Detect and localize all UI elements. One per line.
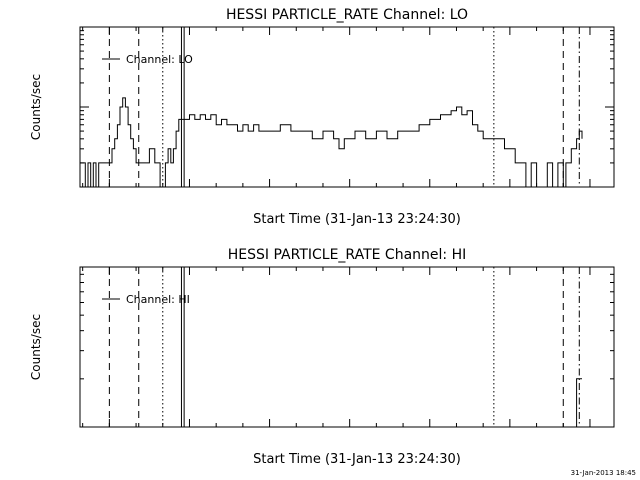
footer-timestamp: 31-Jan-2013 18:45 xyxy=(571,469,636,477)
y-axis-label: Counts/sec xyxy=(29,74,43,140)
chart-title: HESSI PARTICLE_RATE Channel: LO xyxy=(226,7,468,23)
y-axis-label: Counts/sec xyxy=(29,314,43,380)
chart-title: HESSI PARTICLE_RATE Channel: HI xyxy=(228,247,466,263)
panel-lo: HESSI PARTICLE_RATE Channel: LO Start Ti… xyxy=(29,7,615,227)
x-axis-label: Start Time (31-Jan-13 23:24:30) xyxy=(253,212,461,227)
series-line xyxy=(574,378,582,428)
legend-label: Channel: LO xyxy=(126,53,193,66)
plot-frame xyxy=(79,266,615,428)
series-line xyxy=(80,97,583,188)
legend-label: Channel: HI xyxy=(126,293,190,306)
panel-hi: HESSI PARTICLE_RATE Channel: HI Start Ti… xyxy=(29,247,615,467)
x-axis-label: Start Time (31-Jan-13 23:24:30) xyxy=(253,452,461,467)
